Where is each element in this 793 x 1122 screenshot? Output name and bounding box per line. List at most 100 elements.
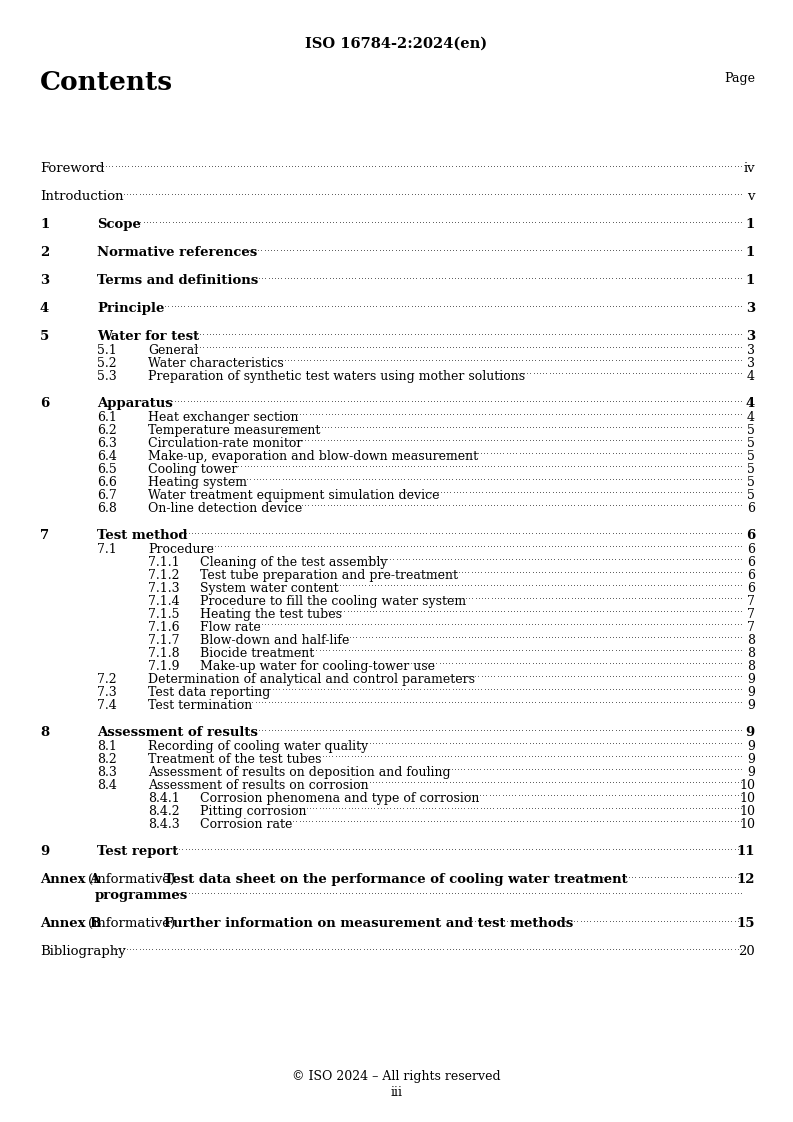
Text: 8.4.2: 8.4.2 [148,804,180,818]
Text: Test data sheet on the performance of cooling water treatment: Test data sheet on the performance of co… [163,873,627,886]
Text: 1: 1 [40,218,49,231]
Text: 5: 5 [747,489,755,502]
Text: 8: 8 [747,647,755,660]
Text: 9: 9 [747,753,755,766]
Text: 4: 4 [747,411,755,424]
Text: 6: 6 [747,502,755,515]
Text: Temperature measurement: Temperature measurement [148,424,320,436]
Text: 6.8: 6.8 [97,502,117,515]
Text: 6.1: 6.1 [97,411,117,424]
Text: 7.1.3: 7.1.3 [148,582,180,595]
Text: 1: 1 [745,274,755,287]
Text: 6: 6 [747,543,755,557]
Text: Test data reporting: Test data reporting [148,686,270,699]
Text: Terms and definitions: Terms and definitions [97,274,259,287]
Text: 6.2: 6.2 [97,424,117,436]
Text: Annex B: Annex B [40,917,102,930]
Text: Assessment of results: Assessment of results [97,726,258,739]
Text: iii: iii [390,1086,403,1100]
Text: 7: 7 [747,608,755,620]
Text: 6: 6 [747,569,755,582]
Text: 2: 2 [40,246,49,259]
Text: 6: 6 [747,582,755,595]
Text: 11: 11 [737,845,755,858]
Text: Biocide treatment: Biocide treatment [200,647,314,660]
Text: 6: 6 [40,397,49,410]
Text: 7: 7 [747,595,755,608]
Text: Water for test: Water for test [97,330,199,343]
Text: Corrosion rate: Corrosion rate [200,818,293,831]
Text: ISO 16784-2:2024(en): ISO 16784-2:2024(en) [305,37,488,50]
Text: 9: 9 [745,726,755,739]
Text: General: General [148,344,198,357]
Text: 7.1.6: 7.1.6 [148,620,180,634]
Text: 6.4: 6.4 [97,450,117,463]
Text: 1: 1 [745,218,755,231]
Text: 7.1.2: 7.1.2 [148,569,179,582]
Text: 9: 9 [747,686,755,699]
Text: v: v [748,190,755,203]
Text: 8.2: 8.2 [97,753,117,766]
Text: 8.4.1: 8.4.1 [148,792,180,804]
Text: 5: 5 [747,450,755,463]
Text: Make-up water for cooling-tower use: Make-up water for cooling-tower use [200,660,435,673]
Text: 5.2: 5.2 [97,357,117,370]
Text: 6.3: 6.3 [97,436,117,450]
Text: 7.4: 7.4 [97,699,117,712]
Text: Scope: Scope [97,218,141,231]
Text: 7.1.5: 7.1.5 [148,608,179,620]
Text: 7.1.4: 7.1.4 [148,595,180,608]
Text: Page: Page [724,72,755,85]
Text: On-line detection device: On-line detection device [148,502,302,515]
Text: 4: 4 [40,302,49,315]
Text: 8.4: 8.4 [97,779,117,792]
Text: Assessment of results on corrosion: Assessment of results on corrosion [148,779,369,792]
Text: Flow rate: Flow rate [200,620,261,634]
Text: Cleaning of the test assembly: Cleaning of the test assembly [200,557,388,569]
Text: 5: 5 [747,436,755,450]
Text: 7.1.9: 7.1.9 [148,660,179,673]
Text: 7.3: 7.3 [97,686,117,699]
Text: Foreword: Foreword [40,162,105,175]
Text: 5: 5 [747,424,755,436]
Text: 6: 6 [747,557,755,569]
Text: 10: 10 [739,804,755,818]
Text: Test tube preparation and pre-treatment: Test tube preparation and pre-treatment [200,569,458,582]
Text: Heating the test tubes: Heating the test tubes [200,608,342,620]
Text: Determination of analytical and control parameters: Determination of analytical and control … [148,673,475,686]
Text: 12: 12 [737,873,755,886]
Text: 9: 9 [747,699,755,712]
Text: Test termination: Test termination [148,699,252,712]
Text: 6.6: 6.6 [97,476,117,489]
Text: Apparatus: Apparatus [97,397,173,410]
Text: 8.4.3: 8.4.3 [148,818,180,831]
Text: Treatment of the test tubes: Treatment of the test tubes [148,753,321,766]
Text: 5: 5 [747,463,755,476]
Text: 5: 5 [747,476,755,489]
Text: Heat exchanger section: Heat exchanger section [148,411,298,424]
Text: 5.1: 5.1 [97,344,117,357]
Text: 10: 10 [739,818,755,831]
Text: Corrosion phenomena and type of corrosion: Corrosion phenomena and type of corrosio… [200,792,480,804]
Text: Recording of cooling water quality: Recording of cooling water quality [148,741,368,753]
Text: 5.3: 5.3 [97,370,117,383]
Text: Blow-down and half-life: Blow-down and half-life [200,634,350,647]
Text: Further information on measurement and test methods: Further information on measurement and t… [163,917,573,930]
Text: Procedure to fill the cooling water system: Procedure to fill the cooling water syst… [200,595,466,608]
Text: 5: 5 [40,330,49,343]
Text: Cooling tower: Cooling tower [148,463,237,476]
Text: 3: 3 [746,330,755,343]
Text: 9: 9 [747,673,755,686]
Text: 9: 9 [747,741,755,753]
Text: 7: 7 [40,528,49,542]
Text: 3: 3 [40,274,49,287]
Text: © ISO 2024 – All rights reserved: © ISO 2024 – All rights reserved [292,1070,501,1083]
Text: (informative): (informative) [88,873,175,886]
Text: 7.2: 7.2 [97,673,117,686]
Text: 7.1: 7.1 [97,543,117,557]
Text: 4: 4 [747,370,755,383]
Text: 3: 3 [747,357,755,370]
Text: Water treatment equipment simulation device: Water treatment equipment simulation dev… [148,489,439,502]
Text: 4: 4 [745,397,755,410]
Text: 9: 9 [40,845,49,858]
